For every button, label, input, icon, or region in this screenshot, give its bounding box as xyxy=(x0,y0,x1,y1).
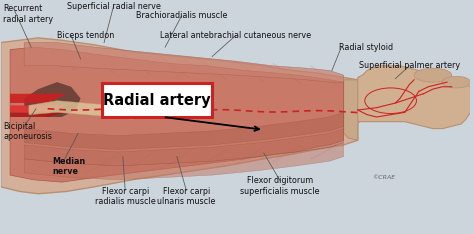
Text: Flexor carpi
ulnaris muscle: Flexor carpi ulnaris muscle xyxy=(157,187,216,206)
Text: Recurrent
radial artery: Recurrent radial artery xyxy=(3,4,53,24)
Text: Lateral antebrachial cutaneous nerve: Lateral antebrachial cutaneous nerve xyxy=(160,31,311,40)
Polygon shape xyxy=(29,101,132,119)
Text: Median
nerve: Median nerve xyxy=(52,157,86,176)
Polygon shape xyxy=(10,112,66,117)
Polygon shape xyxy=(24,43,344,82)
Text: Bicipital
aponeurosis: Bicipital aponeurosis xyxy=(3,122,52,141)
Text: Radial artery: Radial artery xyxy=(103,93,211,108)
Text: Brachioradialis muscle: Brachioradialis muscle xyxy=(136,11,227,20)
Text: Radial styloid: Radial styloid xyxy=(339,43,393,51)
Text: Superficial palmer artery: Superficial palmer artery xyxy=(359,61,460,70)
Ellipse shape xyxy=(442,76,471,88)
Polygon shape xyxy=(344,80,367,140)
Polygon shape xyxy=(0,38,358,194)
Polygon shape xyxy=(24,129,344,166)
Bar xyxy=(102,83,212,117)
Polygon shape xyxy=(24,143,344,180)
Polygon shape xyxy=(24,82,81,117)
Text: ©CRAE: ©CRAE xyxy=(372,175,395,180)
Text: Superficial radial nerve: Superficial radial nerve xyxy=(66,2,160,11)
Text: Flexor carpi
radialis muscle: Flexor carpi radialis muscle xyxy=(95,187,155,206)
Polygon shape xyxy=(10,94,66,103)
Text: Flexor digitorum
superficialis muscle: Flexor digitorum superficialis muscle xyxy=(240,176,320,196)
Polygon shape xyxy=(24,112,344,150)
Polygon shape xyxy=(358,66,471,129)
Ellipse shape xyxy=(414,68,452,82)
Text: Biceps tendon: Biceps tendon xyxy=(57,31,114,40)
Polygon shape xyxy=(10,47,344,182)
Polygon shape xyxy=(10,105,66,112)
